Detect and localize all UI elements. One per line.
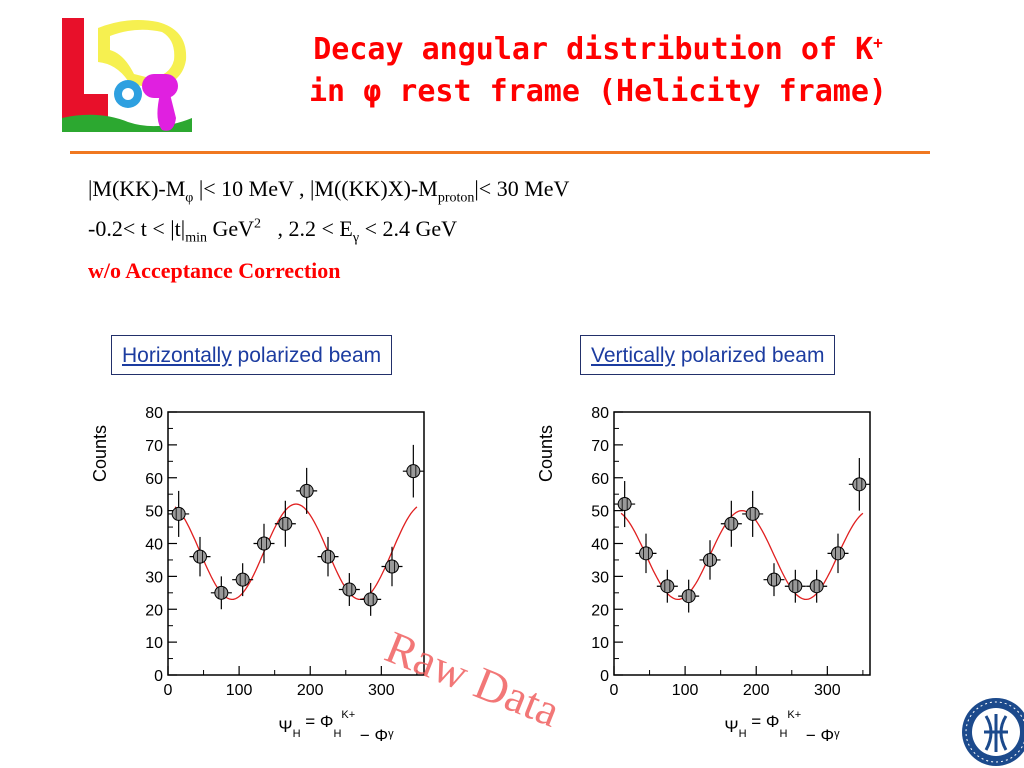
title-line-1: Decay angular distribution of K+ [313, 32, 883, 67]
academia-sinica-seal [962, 698, 1024, 766]
x-tick-label: 200 [297, 682, 324, 699]
data-point [338, 573, 360, 606]
data-point [253, 523, 275, 564]
y-tick-label: 40 [145, 537, 163, 554]
vertical-beam-chart: 0 10 20 30 40 50 60 70 80 0 100 200 300 Counts ΨH = ΦH… [536, 405, 871, 744]
marker [299, 483, 314, 498]
y-tick-label: 50 [145, 504, 163, 521]
slide-title: Decay angular distribution of K+ in φ re… [248, 22, 948, 113]
marker [171, 506, 186, 521]
y-tick-label: 70 [591, 438, 609, 455]
acceptance-note: w/o Acceptance Correction [88, 258, 341, 283]
y-tick-label: 70 [145, 438, 163, 455]
data-point [806, 569, 828, 603]
data-point [848, 458, 870, 511]
marker [406, 464, 421, 479]
y-tick-label: 50 [591, 504, 609, 521]
lcp-logo [58, 14, 196, 134]
data-point [656, 569, 678, 603]
data-point [635, 533, 657, 574]
marker [278, 516, 293, 531]
y-tick-label: 60 [145, 471, 163, 488]
marker [788, 579, 803, 594]
plot-frame [613, 411, 871, 676]
cut-condition-1: |M(KK)-Mφ |< 10 MeV , |M((KK)X)-Mproton|… [88, 176, 570, 206]
marker [639, 546, 653, 561]
x-tick-label: 200 [743, 682, 770, 699]
y-tick-label: 20 [591, 602, 609, 619]
cut-condition-2: -0.2< t < |t|min GeV2 , 2.2 < Eγ < 2.4 G… [88, 216, 458, 246]
y-axis-label: Counts [90, 425, 110, 482]
data-point [678, 579, 700, 613]
y-tick-label: 0 [154, 668, 163, 685]
data-point [232, 563, 254, 597]
y-tick-label: 60 [591, 471, 609, 488]
plot-frame [167, 411, 425, 676]
x-tick-label: 300 [814, 682, 841, 699]
x-tick-label: 100 [226, 682, 253, 699]
data-point [763, 563, 785, 597]
x-axis-label: ΨH = ΦHK+ − Φγ [724, 709, 840, 744]
data-point [360, 582, 382, 616]
y-tick-label: 30 [145, 569, 163, 586]
horizontal-beam-chart: 0 10 20 30 40 50 60 70 80 0 100 200 300 Counts ΨH = ΦH… [90, 405, 425, 744]
x-tick-label: 300 [368, 682, 395, 699]
fit-curve [174, 503, 418, 601]
x-axis-label: ΨH = ΦHK+ − Φγ [278, 709, 394, 744]
marker [852, 477, 867, 492]
data-point [699, 540, 721, 580]
marker [385, 559, 399, 574]
horizontal-beam-label: Horizontally polarized beam [111, 335, 393, 375]
marker [809, 579, 824, 594]
title-divider [70, 151, 930, 154]
marker [342, 582, 357, 597]
y-tick-label: 80 [145, 405, 163, 422]
marker [257, 536, 271, 551]
data-point [402, 444, 424, 498]
marker [235, 572, 250, 587]
marker [660, 579, 675, 594]
y-axis-label: Counts [536, 425, 556, 482]
y-tick-label: 10 [591, 635, 609, 652]
marker [831, 546, 845, 561]
data-point [210, 576, 232, 610]
y-tick-label: 20 [145, 602, 163, 619]
data-point [827, 533, 849, 574]
vertical-beam-label: Vertically polarized beam [580, 335, 836, 375]
y-tick-label: 40 [591, 537, 609, 554]
data-point [168, 490, 190, 537]
data-point [296, 467, 318, 514]
y-tick-label: 10 [145, 635, 163, 652]
marker [681, 589, 696, 604]
marker [745, 506, 760, 521]
data-point [381, 546, 403, 587]
x-tick-label: 100 [672, 682, 699, 699]
data-point [784, 569, 806, 603]
data-point [317, 536, 339, 577]
data-point [274, 500, 296, 547]
data-point [189, 536, 211, 577]
marker [767, 572, 781, 587]
y-tick-label: 30 [591, 569, 609, 586]
data-point [720, 500, 742, 547]
marker [214, 585, 229, 600]
marker [617, 497, 632, 512]
title-line-2: in φ rest frame (Helicity frame) [309, 74, 887, 109]
y-tick-label: 0 [600, 668, 609, 685]
marker [363, 592, 378, 607]
x-tick-label: 0 [610, 682, 619, 699]
x-tick-label: 0 [164, 682, 173, 699]
marker [703, 552, 717, 567]
marker [321, 549, 335, 564]
marker [724, 516, 739, 531]
marker [193, 549, 207, 564]
y-tick-label: 80 [591, 405, 609, 422]
data-point [614, 481, 636, 528]
data-point [742, 490, 764, 537]
